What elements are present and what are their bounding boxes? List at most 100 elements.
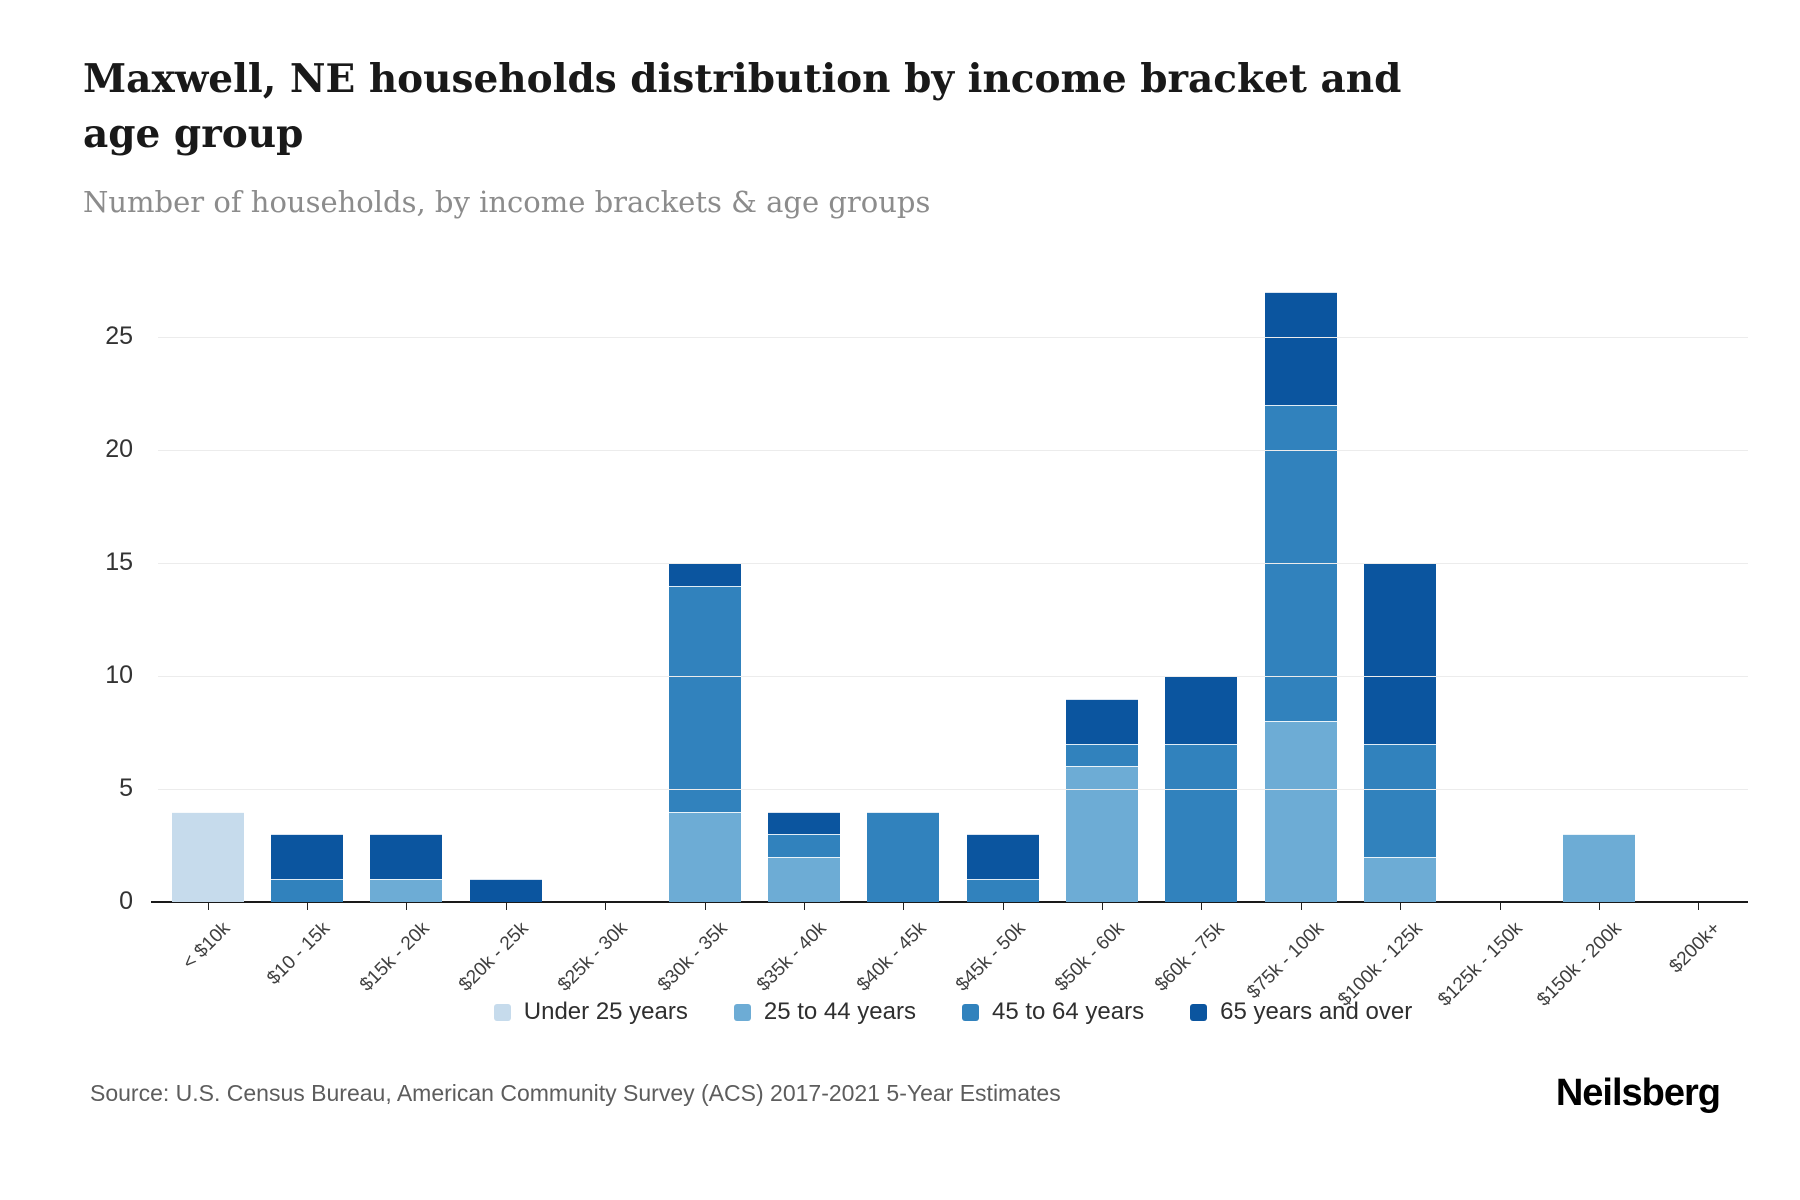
category-slot-40k-45k: $40k - 45k	[853, 250, 953, 996]
source-note: Source: U.S. Census Bureau, American Com…	[90, 1080, 1061, 1106]
y-axis-tick-label-0: 0	[119, 887, 133, 915]
bar-segment-60k-75k-65-years-and-over	[1165, 676, 1238, 744]
bar-stack-100k-125k	[1364, 563, 1437, 902]
category-slot-200k: $200k+	[1649, 250, 1748, 977]
bar-segment-100k-125k-45-to-64-years	[1364, 743, 1437, 857]
legend-item-25-to-44-years[interactable]: 25 to 44 years	[733, 998, 916, 1026]
x-axis-tick	[903, 903, 905, 910]
bar-segment-10-15k-65-years-and-over	[271, 834, 344, 880]
y-gridline-5	[158, 789, 1748, 790]
bar-stack-150k-200k	[1562, 834, 1635, 902]
legend-swatch-65-years-and-over	[1190, 1003, 1208, 1021]
category-slot-100k-125k: $100k - 125k	[1335, 250, 1450, 1011]
bar-segment-10k-under-25-years	[171, 811, 244, 902]
bar-segment-50k-60k-45-to-64-years	[1066, 743, 1139, 767]
x-axis-tick	[1102, 903, 1104, 910]
legend-label-under-25-years: Under 25 years	[523, 998, 688, 1025]
bar-stack-50k-60k	[1066, 698, 1139, 902]
legend-swatch-25-to-44-years	[733, 1003, 751, 1021]
bar-segment-100k-125k-25-to-44-years	[1364, 856, 1437, 902]
legend: Under 25 years 25 to 44 years 45 to 64 yea…	[158, 998, 1748, 1026]
legend-item-under-25-years[interactable]: Under 25 years	[493, 998, 688, 1026]
chart-subtitle: Number of households, by income brackets…	[83, 184, 931, 219]
bar-stack-15k-20k	[370, 834, 443, 902]
category-slot-30k-35k: $30k - 35k	[654, 250, 754, 996]
bar-segment-50k-60k-25-to-44-years	[1066, 766, 1139, 902]
legend-item-45-to-64-years[interactable]: 45 to 64 years	[961, 998, 1145, 1026]
bar-stack-45k-50k	[966, 834, 1039, 902]
legend-swatch-under-25-years	[493, 1003, 511, 1021]
bar-stack-40k-45k	[867, 811, 940, 902]
x-axis-tick	[1002, 903, 1004, 910]
bar-segment-60k-75k-45-to-64-years	[1165, 743, 1238, 902]
bar-segment-150k-200k-25-to-44-years	[1562, 834, 1635, 902]
y-gridline-10	[158, 676, 1748, 677]
bar-segment-75k-100k-25-to-44-years	[1264, 721, 1337, 902]
x-axis-label-35k-40k: $35k - 40k	[753, 918, 831, 996]
bar-segment-35k-40k-45-to-64-years	[767, 834, 840, 857]
legend-swatch-45-to-64-years	[961, 1003, 979, 1021]
x-axis-tick	[1300, 903, 1302, 910]
x-axis-tick	[207, 903, 209, 910]
x-axis-tick	[1201, 903, 1203, 910]
chart-title: Maxwell, NE households distribution by i…	[83, 56, 1402, 158]
x-axis-label-30k-35k: $30k - 35k	[653, 918, 732, 996]
category-slot-60k-75k: $60k - 75k	[1151, 250, 1251, 996]
y-axis-tick-label-10: 10	[105, 661, 133, 689]
category-slot-50k-60k: $50k - 60k	[1051, 250, 1151, 996]
bar-segment-100k-125k-65-years-and-over	[1364, 563, 1437, 744]
x-axis-tick	[1598, 903, 1600, 910]
brand-logo: Neilsberg	[1555, 1072, 1721, 1114]
category-slot-20k-25k: $20k - 25k	[455, 250, 555, 996]
bar-segment-40k-45k-45-to-64-years	[867, 811, 940, 902]
y-gridline-15	[158, 563, 1748, 564]
x-axis-label-20k-25k: $20k - 25k	[455, 918, 533, 996]
category-slot-10-15k: $10 - 15k	[257, 250, 356, 989]
bar-stack-35k-40k	[767, 811, 840, 902]
y-gridline-25	[158, 337, 1748, 338]
x-axis-label-10-15k: $10 - 15k	[263, 918, 334, 989]
footer: Source: U.S. Census Bureau, American Com…	[90, 1072, 1721, 1115]
x-axis-label-75k-100k: $75k - 100k	[1242, 918, 1328, 1004]
x-axis-tick	[704, 903, 706, 910]
bar-segment-45k-50k-65-years-and-over	[966, 834, 1039, 880]
bar-segment-45k-50k-45-to-64-years	[966, 879, 1039, 902]
x-axis-label-45k-50k: $45k - 50k	[951, 918, 1030, 996]
x-axis-tick	[803, 903, 805, 910]
x-axis-tick	[1698, 903, 1700, 910]
x-axis-tick	[406, 903, 408, 910]
category-slot-35k-40k: $35k - 40k	[753, 250, 853, 996]
bars-container: < $10k $10 - 15k $15k - 20k $20k - 25k $25k …	[158, 250, 1748, 1011]
x-axis-label-15k-20k: $15k - 20k	[355, 918, 434, 996]
category-slot-45k-50k: $45k - 50k	[952, 250, 1052, 996]
legend-item-65-years-and-over[interactable]: 65 years and over	[1190, 998, 1412, 1026]
y-axis-tick-label-15: 15	[105, 548, 133, 576]
category-slot-75k-100k: $75k - 100k	[1243, 250, 1350, 1003]
category-slot-15k-20k: $15k - 20k	[356, 250, 456, 996]
x-axis-tick	[307, 903, 309, 910]
x-axis-label-50k-60k: $50k - 60k	[1051, 918, 1129, 996]
bar-segment-75k-100k-65-years-and-over	[1264, 291, 1337, 405]
bar-stack-10k	[171, 811, 244, 902]
category-slot-25k-30k: $25k - 30k	[554, 250, 655, 996]
bar-stack-10-15k	[271, 834, 344, 902]
bar-segment-15k-20k-65-years-and-over	[370, 834, 443, 880]
y-axis-tick-label-5: 5	[119, 774, 133, 802]
bar-stack-20k-25k	[469, 879, 542, 902]
y-axis-tick-label-25: 25	[105, 322, 133, 350]
x-axis-tick	[1400, 903, 1402, 910]
bar-stack-30k-35k	[668, 563, 741, 902]
x-axis-label-25k-30k: $25k - 30k	[554, 918, 633, 996]
y-axis-tick-label-20: 20	[105, 435, 133, 463]
x-axis-label-200k: $200k+	[1665, 918, 1726, 978]
x-axis-tick	[505, 903, 507, 910]
bar-stack-60k-75k	[1165, 676, 1238, 902]
legend-label-45-to-64-years: 45 to 64 years	[991, 998, 1145, 1025]
legend-label-65-years-and-over: 65 years and over	[1220, 998, 1413, 1025]
x-axis-tick	[1499, 903, 1501, 910]
bar-stack-75k-100k	[1264, 291, 1337, 902]
x-axis-line	[151, 901, 1748, 903]
category-slot-125k-150k: $125k - 150k	[1434, 250, 1549, 1011]
bar-segment-30k-35k-65-years-and-over	[668, 563, 741, 586]
x-axis-label-10k: < $10k	[178, 918, 235, 974]
